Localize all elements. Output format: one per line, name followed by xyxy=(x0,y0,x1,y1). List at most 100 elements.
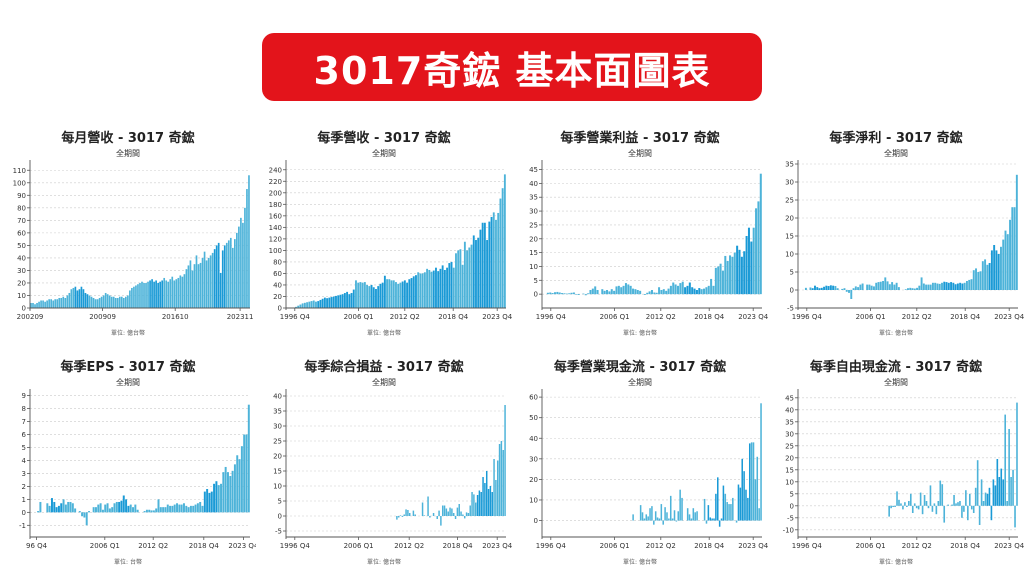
chart-unit: 單位: 億台幣 xyxy=(623,330,657,337)
svg-text:2006 Q1: 2006 Q1 xyxy=(600,542,630,550)
svg-text:2012 Q2: 2012 Q2 xyxy=(138,542,168,550)
svg-text:20: 20 xyxy=(17,279,26,287)
chart-panel-quarterly-net-income: 每季淨利 - 3017 奇鋐 全期間 -5 0 5 10 15 20 25 30 35 1996 … xyxy=(768,118,1024,347)
svg-text:20: 20 xyxy=(529,476,538,484)
svg-text:160: 160 xyxy=(269,212,282,220)
svg-text:20: 20 xyxy=(529,235,538,243)
svg-text:2018 Q4: 2018 Q4 xyxy=(189,542,220,550)
svg-text:2006 Q1: 2006 Q1 xyxy=(856,542,886,550)
bar-chart: 0 10 20 30 40 50 60 1996 Q4 2006 Q1 2012 Q2 2018 Q… xyxy=(529,389,768,550)
svg-text:220: 220 xyxy=(269,178,282,186)
svg-text:45: 45 xyxy=(529,166,538,174)
chart-panel-monthly-revenue: 每月營收 - 3017 奇鋐 全期間 0 10 20 30 40 50 60 70 80 90 10… xyxy=(0,118,256,347)
chart-unit: 單位: 億台幣 xyxy=(879,559,913,566)
svg-text:100: 100 xyxy=(269,247,282,255)
svg-text:30: 30 xyxy=(529,208,538,216)
chart-subtitle: 全期間 xyxy=(884,149,908,158)
chart-panel-quarterly-revenue: 每季營收 - 3017 奇鋐 全期間 0 20 40 60 80 100 120 140 160… xyxy=(256,118,512,347)
svg-text:40: 40 xyxy=(273,281,282,289)
svg-text:10: 10 xyxy=(529,496,538,504)
svg-text:140: 140 xyxy=(269,224,282,232)
svg-text:2012 Q2: 2012 Q2 xyxy=(390,313,420,321)
chart-panel-quarterly-operating-income: 每季營業利益 - 3017 奇鋐 全期間 0 5 10 15 20 25 30 35 40 45 1… xyxy=(512,118,768,347)
svg-text:20: 20 xyxy=(273,453,282,461)
svg-text:2018 Q4: 2018 Q4 xyxy=(694,542,725,550)
svg-text:90: 90 xyxy=(17,192,26,200)
svg-text:2012 Q2: 2012 Q2 xyxy=(902,313,932,321)
svg-text:0: 0 xyxy=(534,291,538,299)
svg-text:40: 40 xyxy=(529,435,538,443)
svg-text:2006 Q1: 2006 Q1 xyxy=(90,542,120,550)
svg-text:35: 35 xyxy=(785,418,794,426)
chart-panel-quarterly-comprehensive-income: 每季綜合損益 - 3017 奇鋐 全期間 -5 0 5 10 15 20 25 30 35 40 1… xyxy=(256,347,512,576)
bar-chart: 0 20 40 60 80 100 120 140 160 180 200 220 240 1996 Q4… xyxy=(269,160,512,321)
svg-text:1996 Q4: 1996 Q4 xyxy=(280,313,311,321)
chart-grid: 每月營收 - 3017 奇鋐 全期間 0 10 20 30 40 50 60 70 80 90 10… xyxy=(0,118,1024,576)
svg-text:2006 Q1: 2006 Q1 xyxy=(600,313,630,321)
svg-text:45: 45 xyxy=(785,394,794,402)
chart-title: 每季EPS - 3017 奇鋐 xyxy=(60,360,196,375)
svg-text:15: 15 xyxy=(529,249,538,257)
svg-text:-5: -5 xyxy=(275,528,282,536)
svg-text:2023 Q4: 2023 Q4 xyxy=(738,313,768,321)
chart-unit: 單位: 億台幣 xyxy=(623,559,657,566)
svg-text:2012 Q2: 2012 Q2 xyxy=(646,542,676,550)
svg-text:10: 10 xyxy=(785,478,794,486)
chart-subtitle: 全期間 xyxy=(116,378,140,387)
svg-text:30: 30 xyxy=(273,423,282,431)
svg-text:30: 30 xyxy=(785,179,794,187)
svg-text:120: 120 xyxy=(269,235,282,243)
chart-subtitle: 全期間 xyxy=(372,378,396,387)
svg-text:25: 25 xyxy=(529,221,538,229)
chart-unit: 單位: 億台幣 xyxy=(879,330,913,337)
chart-panel-quarterly-eps: 每季EPS - 3017 奇鋐 全期間 -1 0 1 2 3 4 5 6 7 8 9 96 Q4 200… xyxy=(0,347,256,576)
chart-panel-quarterly-operating-cash-flow: 每季營業現金流 - 3017 奇鋐 全期間 0 10 20 30 40 50 60 1996 … xyxy=(512,347,768,576)
svg-text:7: 7 xyxy=(22,418,26,426)
svg-text:30: 30 xyxy=(17,267,26,275)
chart-subtitle: 全期間 xyxy=(628,378,652,387)
svg-text:1996 Q4: 1996 Q4 xyxy=(792,542,823,550)
svg-text:2006 Q1: 2006 Q1 xyxy=(344,313,374,321)
svg-text:1996 Q4: 1996 Q4 xyxy=(280,542,311,550)
svg-text:5: 5 xyxy=(790,490,794,498)
svg-text:25: 25 xyxy=(785,442,794,450)
chart-subtitle: 全期間 xyxy=(116,149,140,158)
svg-text:80: 80 xyxy=(273,258,282,266)
chart-title: 每季營業現金流 - 3017 奇鋐 xyxy=(553,360,727,375)
chart-panel-quarterly-free-cash-flow: 每季自由現金流 - 3017 奇鋐 全期間 -10 -5 0 5 10 15 20 25 30 3… xyxy=(768,347,1024,576)
svg-text:20: 20 xyxy=(785,454,794,462)
svg-text:70: 70 xyxy=(17,217,26,225)
svg-text:5: 5 xyxy=(22,444,26,452)
svg-text:-5: -5 xyxy=(787,514,794,522)
svg-text:2018 Q4: 2018 Q4 xyxy=(694,313,725,321)
bar-chart: -5 0 5 10 15 20 25 30 35 40 1996 Q4 2006 Q1 2012 Q2 2… xyxy=(273,389,512,550)
svg-text:0: 0 xyxy=(790,502,794,510)
svg-text:30: 30 xyxy=(529,455,538,463)
chart-unit: 單位: 億台幣 xyxy=(111,330,145,337)
svg-text:10: 10 xyxy=(273,483,282,491)
svg-text:10: 10 xyxy=(529,263,538,271)
page-title-banner: 3017奇鋐 基本面圖表 xyxy=(262,33,762,101)
svg-text:0: 0 xyxy=(278,513,282,521)
chart-unit: 單位: 億台幣 xyxy=(367,559,401,566)
chart-unit: 單位: 億台幣 xyxy=(367,330,401,337)
svg-text:10: 10 xyxy=(17,292,26,300)
chart-title: 每季營業利益 - 3017 奇鋐 xyxy=(560,131,720,146)
svg-text:3: 3 xyxy=(22,470,26,478)
svg-text:50: 50 xyxy=(529,414,538,422)
svg-text:60: 60 xyxy=(273,270,282,278)
svg-text:0: 0 xyxy=(278,305,282,313)
svg-text:2018 Q4: 2018 Q4 xyxy=(438,313,469,321)
svg-text:20: 20 xyxy=(273,293,282,301)
svg-text:96 Q4: 96 Q4 xyxy=(26,542,48,550)
svg-text:35: 35 xyxy=(529,194,538,202)
svg-text:2018 Q4: 2018 Q4 xyxy=(950,542,981,550)
svg-text:2006 Q1: 2006 Q1 xyxy=(856,313,886,321)
svg-text:15: 15 xyxy=(785,466,794,474)
chart-title: 每季綜合損益 - 3017 奇鋐 xyxy=(304,360,464,375)
svg-text:2012 Q2: 2012 Q2 xyxy=(902,542,932,550)
svg-text:2006 Q1: 2006 Q1 xyxy=(344,542,374,550)
svg-text:0: 0 xyxy=(22,509,26,517)
chart-title: 每季自由現金流 - 3017 奇鋐 xyxy=(809,360,983,375)
svg-text:0: 0 xyxy=(22,305,26,313)
